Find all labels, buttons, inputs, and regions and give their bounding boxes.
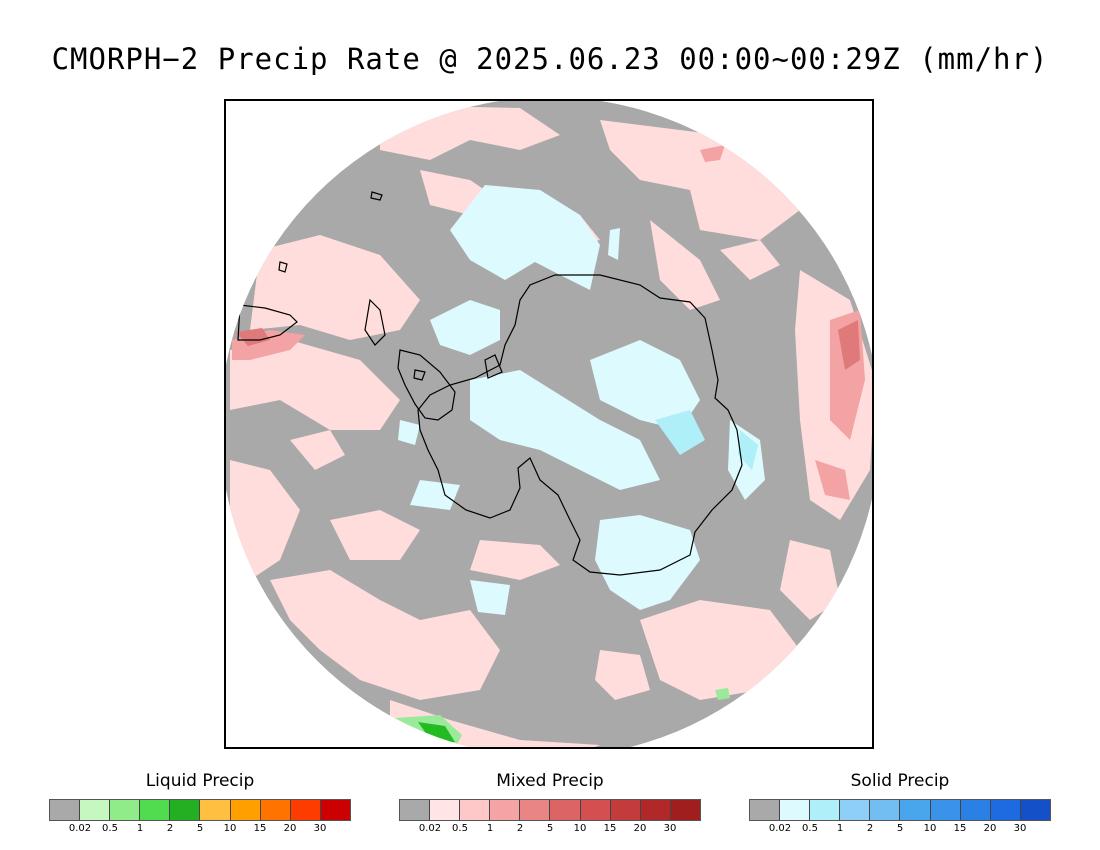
precipitation-map xyxy=(224,99,874,749)
legend-tick-label: 1 xyxy=(486,823,494,834)
solid-precip-legend: Solid Precip 0.02 0.5 1 2 5 10 15 20 30 xyxy=(749,770,1051,837)
legend-swatch xyxy=(780,800,811,820)
legend-ticks: 0.02 0.5 1 2 5 10 15 20 30 xyxy=(399,823,701,837)
legend-colorbar xyxy=(749,799,1051,821)
legend-swatch xyxy=(260,800,291,820)
legend-tick-label: 20 xyxy=(283,823,297,834)
legend-tick-label: 0.02 xyxy=(418,823,442,834)
solid-precip-light-areas xyxy=(398,185,765,615)
legend-swatch xyxy=(990,800,1021,820)
antarctica-coastline xyxy=(237,191,743,576)
legend-swatch xyxy=(550,800,581,820)
legend-swatch xyxy=(580,800,611,820)
legend-swatch xyxy=(110,800,141,820)
legend-tick-label: 0.5 xyxy=(452,823,468,834)
legend-tick-label: 2 xyxy=(866,823,874,834)
legend-swatch xyxy=(290,800,321,820)
mixed-precip-heavy-areas xyxy=(236,320,860,370)
legend-tick-label: 1 xyxy=(136,823,144,834)
legend-tick-label: 15 xyxy=(253,823,267,834)
legend-swatch xyxy=(140,800,171,820)
legend-tick-label: 2 xyxy=(516,823,524,834)
legend-swatch xyxy=(670,800,700,820)
legend-tick-label: 1 xyxy=(836,823,844,834)
legend-swatch xyxy=(170,800,201,820)
legend-swatch xyxy=(930,800,961,820)
legend-swatch xyxy=(810,800,841,820)
legend-swatch xyxy=(400,800,431,820)
legend-tick-label: 5 xyxy=(196,823,204,834)
legend-tick-label: 0.02 xyxy=(68,823,92,834)
legend-title: Solid Precip xyxy=(850,771,950,791)
legend-tick-label: 10 xyxy=(223,823,237,834)
legend-colorbar xyxy=(49,799,351,821)
legend-title: Liquid Precip xyxy=(145,771,255,791)
legend-tick-label: 10 xyxy=(573,823,587,834)
legend-ticks: 0.02 0.5 1 2 5 10 15 20 30 xyxy=(49,823,351,837)
legend-swatch xyxy=(80,800,111,820)
legend-swatch xyxy=(870,800,901,820)
legend-tick-label: 30 xyxy=(1013,823,1027,834)
legend-swatch xyxy=(960,800,991,820)
legend-tick-label: 0.5 xyxy=(102,823,118,834)
legend-swatch xyxy=(750,800,781,820)
legend-swatch xyxy=(230,800,261,820)
legend-tick-label: 0.02 xyxy=(768,823,792,834)
legend-title: Mixed Precip xyxy=(496,771,604,791)
legend-tick-label: 15 xyxy=(603,823,617,834)
legend-tick-label: 10 xyxy=(923,823,937,834)
legend-tick-label: 2 xyxy=(166,823,174,834)
mixed-precip-legend: Mixed Precip 0.02 0.5 1 2 5 10 15 20 30 xyxy=(399,770,701,837)
chart-title: CMORPH−2 Precip Rate @ 2025.06.23 00:00~… xyxy=(51,42,1049,76)
solid-precip-moderate-areas xyxy=(655,410,758,470)
legend-tick-label: 20 xyxy=(633,823,647,834)
legend-colorbar xyxy=(399,799,701,821)
legend-swatch xyxy=(610,800,641,820)
legend-swatch xyxy=(490,800,521,820)
legend-swatch xyxy=(50,800,81,820)
legend-swatch xyxy=(640,800,671,820)
legend-swatch xyxy=(460,800,491,820)
legend-swatch xyxy=(900,800,931,820)
legend-ticks: 0.02 0.5 1 2 5 10 15 20 30 xyxy=(749,823,1051,837)
legend-tick-label: 20 xyxy=(983,823,997,834)
legend-swatch xyxy=(200,800,231,820)
legend-swatch xyxy=(320,800,350,820)
legend-swatch xyxy=(520,800,551,820)
legend-tick-label: 5 xyxy=(896,823,904,834)
legend-tick-label: 0.5 xyxy=(802,823,818,834)
legend-tick-label: 5 xyxy=(546,823,554,834)
liquid-precip-areas xyxy=(395,688,730,747)
liquid-precip-legend: Liquid Precip 0.02 0.5 1 2 5 10 15 20 30 xyxy=(49,770,351,837)
legend-tick-label: 30 xyxy=(663,823,677,834)
legend-swatch xyxy=(840,800,871,820)
legend-swatch xyxy=(430,800,461,820)
legend-tick-label: 30 xyxy=(313,823,327,834)
polar-map-canvas xyxy=(226,101,872,747)
legend-tick-label: 15 xyxy=(953,823,967,834)
legend-swatch xyxy=(1020,800,1050,820)
